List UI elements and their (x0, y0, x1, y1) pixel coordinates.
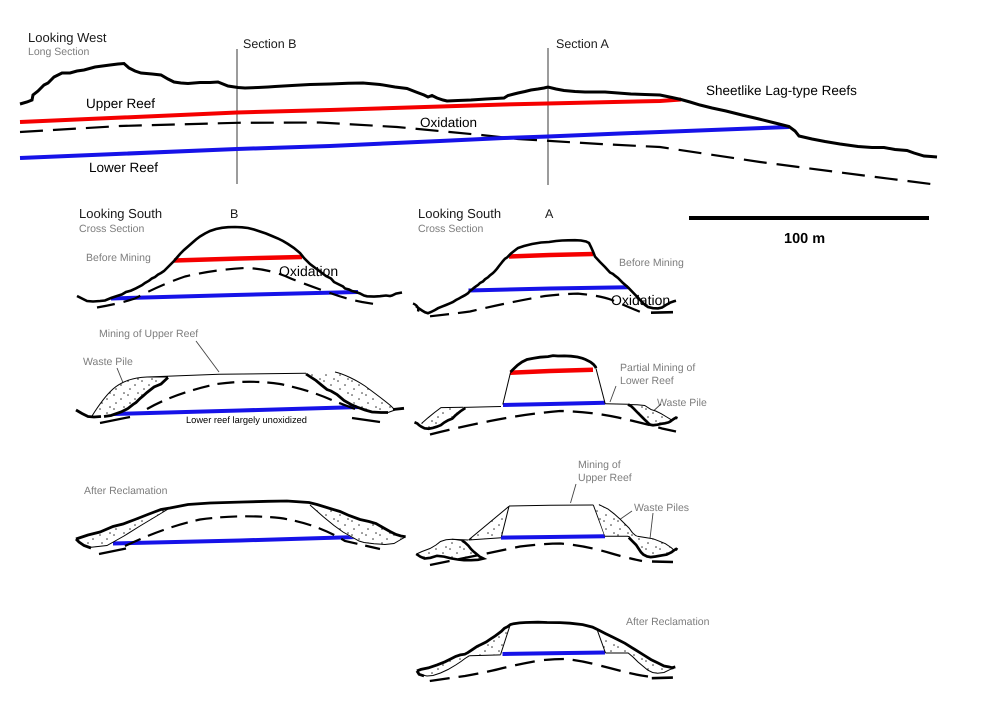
svg-text:After Reclamation: After Reclamation (626, 616, 710, 628)
svg-text:Waste Pile: Waste Pile (657, 397, 707, 409)
svg-text:100 m: 100 m (784, 231, 825, 247)
svg-text:Oxidation: Oxidation (611, 292, 670, 308)
svg-text:Lower Reef: Lower Reef (620, 375, 674, 387)
svg-text:Looking South: Looking South (418, 206, 501, 221)
svg-text:Looking South: Looking South (79, 206, 162, 221)
svg-text:Mining of: Mining of (578, 459, 621, 471)
svg-text:A: A (545, 207, 554, 221)
svg-text:Waste Pile: Waste Pile (83, 356, 133, 368)
svg-text:B: B (230, 207, 238, 221)
svg-text:Lower Reef: Lower Reef (89, 160, 158, 175)
svg-text:Section A: Section A (556, 37, 609, 51)
svg-text:Partial Mining of: Partial Mining of (620, 362, 695, 374)
svg-text:Cross Section: Cross Section (418, 223, 484, 235)
svg-text:Long Section: Long Section (28, 46, 89, 58)
svg-text:Upper Reef: Upper Reef (86, 96, 155, 111)
svg-text:Before Mining: Before Mining (619, 257, 684, 269)
svg-text:Waste Piles: Waste Piles (634, 502, 689, 514)
svg-text:Lower reef largely unoxidized: Lower reef largely unoxidized (186, 415, 307, 425)
svg-text:Oxidation: Oxidation (420, 115, 477, 130)
svg-text:Before Mining: Before Mining (86, 252, 151, 264)
svg-text:Upper Reef: Upper Reef (578, 472, 632, 484)
svg-text:Section B: Section B (243, 37, 297, 51)
svg-text:Looking West: Looking West (28, 30, 107, 45)
svg-text:Cross Section: Cross Section (79, 223, 145, 235)
svg-text:Oxidation: Oxidation (279, 263, 338, 279)
svg-text:Mining of Upper Reef: Mining of Upper Reef (99, 328, 198, 340)
svg-text:After Reclamation: After Reclamation (84, 485, 168, 497)
svg-text:Sheetlike Lag-type Reefs: Sheetlike Lag-type Reefs (706, 83, 857, 98)
